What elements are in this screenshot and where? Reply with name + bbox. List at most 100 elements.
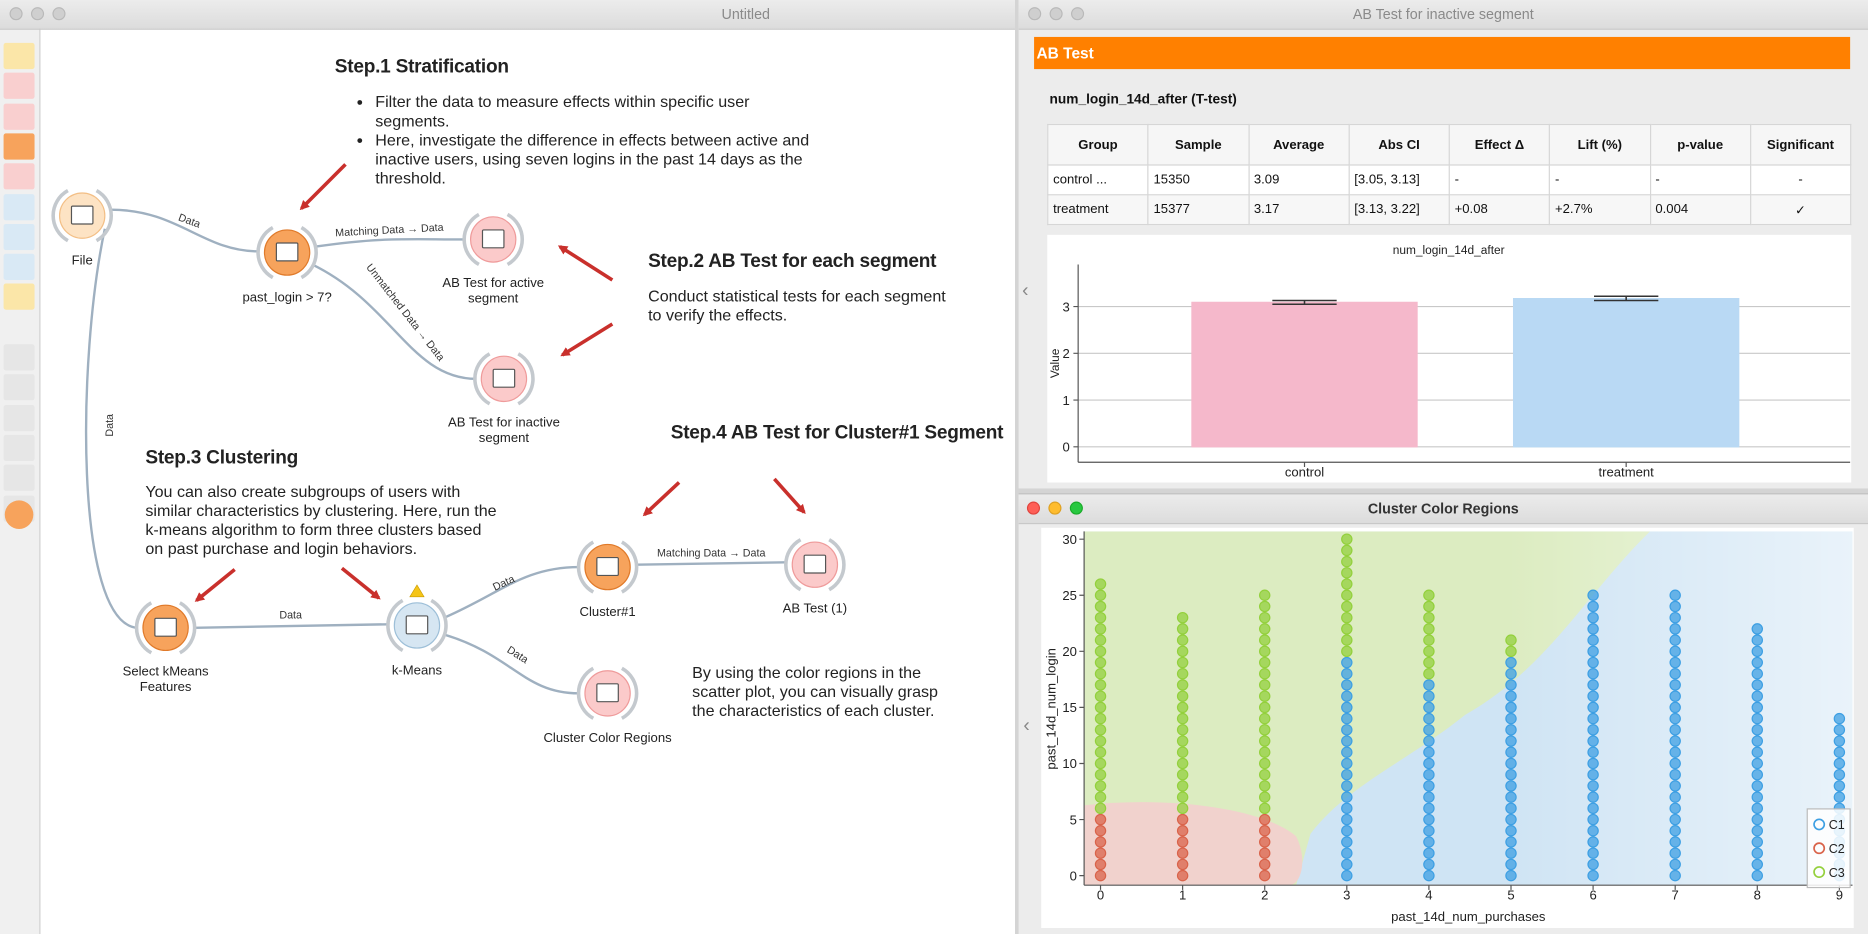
- scatter-point: [1669, 690, 1681, 702]
- scatter-point: [1423, 611, 1435, 624]
- workflow-node[interactable]: [386, 598, 448, 653]
- scatter-point: [1259, 735, 1271, 747]
- scatter-point: [1423, 701, 1435, 714]
- scatter-point: [1505, 668, 1517, 680]
- toolbar-button[interactable]: [3, 163, 35, 190]
- scatter-point: [1423, 802, 1435, 815]
- toolbar-button[interactable]: [3, 434, 35, 461]
- toolbar-button[interactable]: [3, 223, 35, 250]
- toolbar-button[interactable]: [3, 284, 35, 311]
- x-tick-label: 5: [1507, 887, 1514, 902]
- workflow-node[interactable]: [576, 666, 639, 720]
- scatter-point: [1259, 690, 1271, 702]
- scatter-point: [1176, 735, 1189, 747]
- workflow-node[interactable]: [473, 352, 535, 406]
- help-button[interactable]: [4, 500, 34, 529]
- scatter-point: [1176, 679, 1189, 691]
- zoom-button[interactable]: [52, 7, 66, 21]
- column-header: Lift (%): [1549, 123, 1651, 166]
- error-bar: [1593, 295, 1659, 302]
- minimize-button[interactable]: [30, 7, 45, 21]
- minimize-button[interactable]: [1049, 7, 1063, 21]
- workflow-link: [110, 208, 259, 253]
- node-icon: [481, 229, 505, 249]
- toolbar-button[interactable]: [3, 73, 35, 100]
- node-icon: [596, 556, 619, 577]
- scatter-point: [1176, 802, 1189, 815]
- scatter-point: [1423, 791, 1435, 803]
- scatter-point: [1176, 746, 1189, 758]
- scatter-point: [1094, 746, 1107, 758]
- x-tick-label: 2: [1261, 887, 1268, 902]
- toolbar-button[interactable]: [3, 404, 35, 431]
- title-bar: Cluster Color Regions: [1018, 494, 1868, 525]
- scatter-point: [1341, 780, 1353, 792]
- scatter-point: [1833, 724, 1846, 736]
- scatter-point: [1094, 690, 1107, 702]
- scatter-point: [1094, 847, 1107, 859]
- close-button[interactable]: [1026, 501, 1041, 515]
- workflow-node[interactable]: [256, 225, 318, 280]
- node-icon: [275, 242, 299, 262]
- scatter-point: [1833, 735, 1846, 747]
- scatter-point: [1751, 679, 1764, 691]
- scatter-point: [1669, 735, 1681, 747]
- scatter-point: [1751, 836, 1764, 848]
- scatter-point: [1176, 858, 1189, 871]
- zoom-button[interactable]: [1069, 501, 1083, 515]
- workflow-node[interactable]: [51, 189, 114, 243]
- workflow-node[interactable]: [462, 212, 525, 267]
- scatter-point: [1587, 600, 1599, 613]
- scatter-point: [1669, 836, 1681, 848]
- scatter-point: [1094, 791, 1107, 803]
- scatter-point: [1259, 836, 1271, 848]
- scatter-point: [1505, 780, 1517, 792]
- scatter-point: [1094, 578, 1107, 590]
- scatter-point: [1176, 813, 1189, 826]
- toolbar-button[interactable]: [3, 133, 35, 160]
- toolbar-button[interactable]: [3, 344, 35, 371]
- node-port-arc: [386, 598, 404, 653]
- close-button[interactable]: [1028, 7, 1042, 21]
- bullet-item: Filter the data to measure effects withi…: [375, 93, 828, 131]
- node-port-arc: [620, 540, 639, 594]
- scatter-point: [1259, 780, 1271, 792]
- collapse-arrow[interactable]: ‹: [1022, 281, 1029, 302]
- header-text: AB Test: [1036, 44, 1094, 62]
- zoom-button[interactable]: [1071, 7, 1085, 21]
- scatter-point: [1751, 869, 1764, 882]
- scatter-point: [1751, 858, 1764, 871]
- workflow-node[interactable]: [576, 540, 639, 594]
- collapse-arrow[interactable]: ‹: [1023, 715, 1030, 737]
- toolbar-button[interactable]: [3, 374, 35, 401]
- toolbar-button[interactable]: [3, 103, 35, 130]
- scatter-point: [1587, 712, 1599, 725]
- column-header: Abs CI: [1348, 123, 1450, 166]
- minimize-button[interactable]: [1048, 501, 1062, 515]
- scatter-point: [1423, 869, 1435, 882]
- scatter-point: [1505, 825, 1517, 837]
- bullet-item: Here, investigate the difference in effe…: [375, 131, 828, 188]
- bar-chart: num_login_14d_after Value 0 1 2 3 control treat…: [1047, 234, 1852, 483]
- workflow-node[interactable]: [134, 601, 197, 655]
- toolbar-button[interactable]: [3, 314, 35, 341]
- toolbar-button[interactable]: [3, 42, 35, 70]
- toolbar-button[interactable]: [3, 193, 35, 220]
- scatter-point: [1587, 791, 1599, 803]
- toolbar-button[interactable]: [3, 464, 35, 492]
- scatter-point: [1094, 735, 1107, 747]
- close-button[interactable]: [9, 7, 23, 21]
- toolbar-button[interactable]: [3, 253, 35, 281]
- x-tick-label: treatment: [1599, 465, 1655, 480]
- scatter-point: [1669, 768, 1681, 781]
- scatter-point: [1176, 724, 1189, 736]
- scatter-point: [1669, 858, 1681, 871]
- table-cell: ✓: [1749, 194, 1852, 226]
- annotation-arrow: [194, 568, 236, 602]
- workflow-node[interactable]: [784, 538, 846, 592]
- scatter-point: [1259, 768, 1271, 781]
- scatter-point: [1587, 589, 1599, 601]
- scatter-point: [1341, 656, 1353, 669]
- title-bar: Untitled: [0, 0, 1016, 30]
- scatter-point: [1094, 825, 1107, 837]
